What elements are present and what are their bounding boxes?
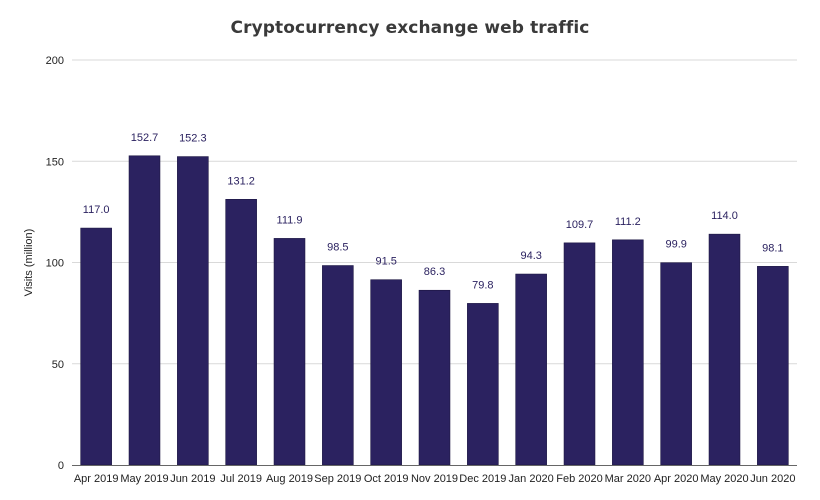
bar bbox=[612, 239, 644, 466]
y-axis-ticks: 0 50 100 150 200 bbox=[46, 55, 64, 472]
data-label: 91.5 bbox=[375, 256, 396, 268]
chart-title: Cryptocurrency exchange web traffic bbox=[230, 18, 590, 38]
y-tick-label: 0 bbox=[58, 460, 64, 472]
x-tick-label: Apr 2020 bbox=[654, 473, 699, 485]
bar bbox=[80, 227, 112, 466]
data-label: 98.5 bbox=[327, 242, 348, 254]
bar bbox=[708, 233, 741, 466]
x-tick-label: Nov 2019 bbox=[411, 473, 458, 485]
bar bbox=[757, 266, 789, 466]
x-tick-label: Jan 2020 bbox=[509, 473, 554, 485]
bars bbox=[80, 155, 789, 466]
bar bbox=[177, 156, 209, 466]
x-tick-label: Apr 2019 bbox=[74, 473, 119, 485]
bar bbox=[370, 279, 402, 466]
x-tick-label: Feb 2020 bbox=[556, 473, 602, 485]
data-label: 111.9 bbox=[277, 214, 303, 226]
x-axis-ticks: Apr 2019 May 2019 Jun 2019 Jul 2019 Aug 2019… bbox=[74, 473, 796, 485]
bar bbox=[128, 155, 161, 466]
y-tick-label: 200 bbox=[46, 55, 64, 67]
data-label: 99.9 bbox=[665, 239, 686, 251]
data-label: 111.2 bbox=[615, 216, 641, 228]
x-tick-label: Jun 2020 bbox=[750, 473, 795, 485]
x-tick-label: May 2019 bbox=[120, 473, 168, 485]
bar bbox=[660, 262, 692, 466]
x-tick-label: Mar 2020 bbox=[605, 473, 651, 485]
data-label: 86.3 bbox=[424, 266, 445, 278]
data-label: 109.7 bbox=[566, 219, 594, 231]
data-label: 152.3 bbox=[179, 133, 207, 145]
bar bbox=[225, 199, 257, 466]
y-tick-label: 100 bbox=[46, 258, 64, 270]
data-label: 131.2 bbox=[227, 175, 255, 187]
data-label: 117.0 bbox=[83, 204, 110, 216]
bar bbox=[467, 303, 499, 466]
bar bbox=[418, 289, 451, 466]
bar bbox=[563, 242, 596, 466]
y-tick-label: 150 bbox=[46, 156, 64, 168]
data-labels: 117.0 152.7 152.3 131.2 111.9 98.5 91.5 86.3 79.… bbox=[83, 132, 784, 292]
x-tick-label: Jun 2019 bbox=[170, 473, 215, 485]
bar bbox=[273, 238, 306, 466]
x-tick-label: Dec 2019 bbox=[459, 473, 506, 485]
data-label: 98.1 bbox=[762, 242, 783, 254]
x-tick-label: Aug 2019 bbox=[266, 473, 313, 485]
x-tick-label: Sep 2019 bbox=[314, 473, 361, 485]
x-tick-label: Jul 2019 bbox=[220, 473, 262, 485]
data-label: 152.7 bbox=[131, 132, 159, 144]
y-axis-title: Visits (million) bbox=[23, 229, 35, 297]
bar bbox=[515, 273, 547, 466]
x-tick-label: May 2020 bbox=[700, 473, 748, 485]
x-tick-label: Oct 2019 bbox=[364, 473, 409, 485]
data-label: 114.0 bbox=[711, 210, 738, 222]
y-tick-label: 50 bbox=[52, 359, 64, 371]
data-label: 79.8 bbox=[472, 279, 493, 291]
data-label: 94.3 bbox=[520, 250, 541, 262]
bar bbox=[322, 265, 354, 466]
